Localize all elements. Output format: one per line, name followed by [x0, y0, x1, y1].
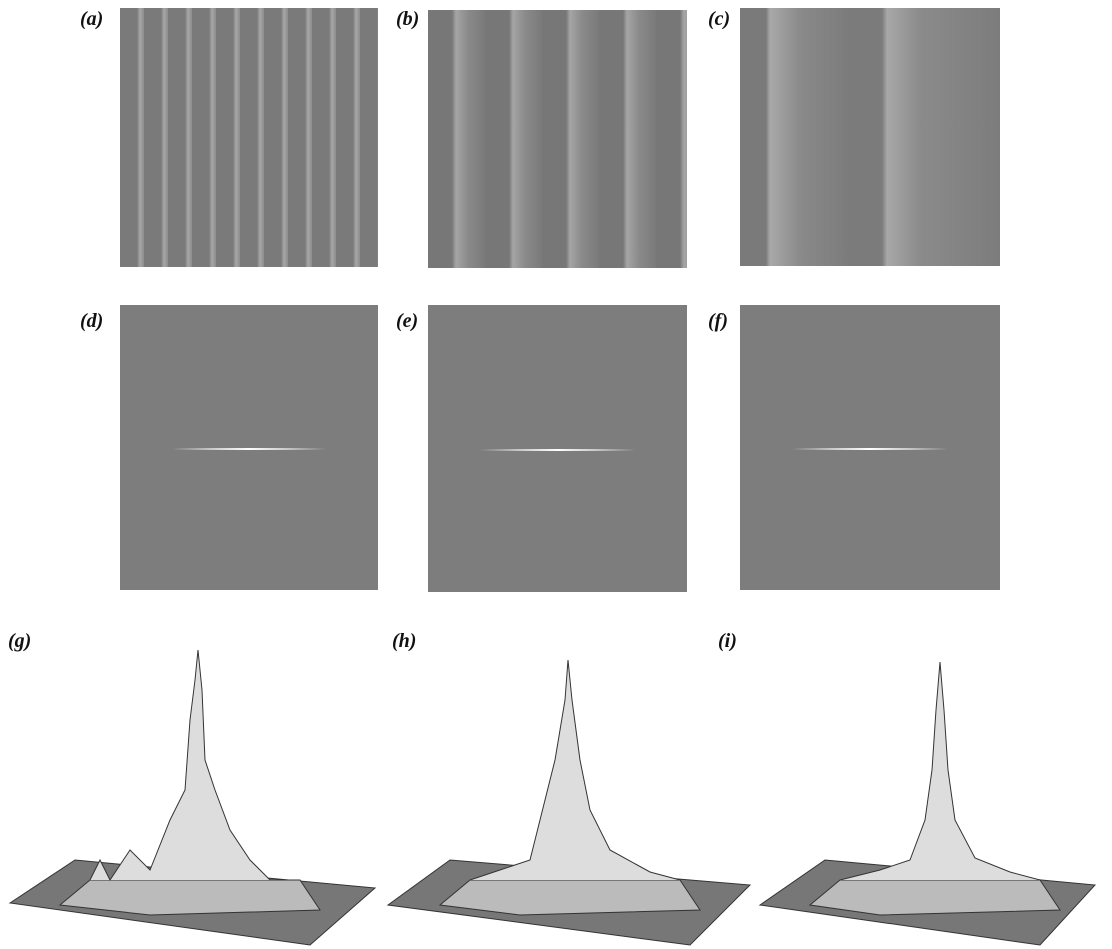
- panel-label: (c): [708, 8, 730, 31]
- surface-plot: [10, 650, 375, 945]
- panel-label: (b): [396, 8, 419, 31]
- surface-plots: [0, 0, 1112, 949]
- panel-label: (g): [8, 630, 31, 653]
- panel-label: (i): [718, 630, 737, 653]
- surface-plot: [760, 662, 1095, 945]
- panel-label: (h): [392, 630, 416, 653]
- panel-label: (a): [80, 8, 103, 31]
- surface-plot: [388, 660, 750, 945]
- panel-label: (e): [396, 310, 418, 333]
- figure: (a) (b) (c) (d) (e) (f) (g) (h) (i): [0, 0, 1112, 949]
- panel-label: (f): [708, 310, 728, 333]
- panel-label: (d): [80, 310, 103, 333]
